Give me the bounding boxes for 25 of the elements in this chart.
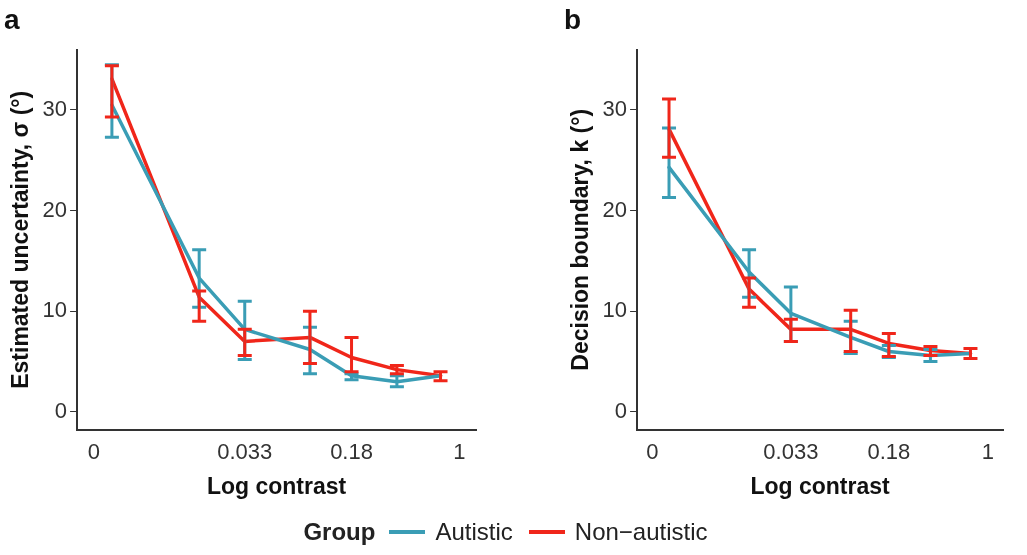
- x-tick-label: 1: [453, 439, 466, 465]
- y-tick-label: 30: [602, 96, 628, 122]
- legend-label: Non−autistic: [574, 518, 708, 546]
- y-tick-label: 10: [42, 297, 68, 323]
- legend-label: Autistic: [435, 518, 513, 546]
- x-axis-title: Log contrast: [206, 472, 347, 499]
- x-tick-label: 0.18: [867, 439, 911, 465]
- x-tick-label: 0: [646, 439, 659, 465]
- y-tick-label: 20: [602, 196, 628, 222]
- y-tick-label: 30: [42, 96, 68, 122]
- y-axis-title: Estimated uncertainty, σ (°): [7, 90, 34, 389]
- y-axis-title: Decision boundary, k (°): [567, 108, 594, 371]
- x-tick-label: 0.033: [763, 439, 819, 465]
- chart-title: b: [564, 3, 582, 35]
- x-tick-label: 0: [87, 439, 100, 465]
- y-tick-label: 10: [602, 297, 628, 323]
- chart-title: a: [4, 3, 20, 35]
- legend-title: Group: [303, 518, 376, 546]
- x-tick-label: 1: [981, 439, 994, 465]
- x-tick-label: 0.033: [217, 439, 273, 465]
- y-tick-label: 0: [614, 397, 628, 423]
- y-tick-label: 20: [42, 196, 68, 222]
- x-tick-label: 0.18: [330, 439, 373, 465]
- y-tick-label: 0: [54, 397, 68, 423]
- x-axis-title: Log contrast: [750, 472, 891, 499]
